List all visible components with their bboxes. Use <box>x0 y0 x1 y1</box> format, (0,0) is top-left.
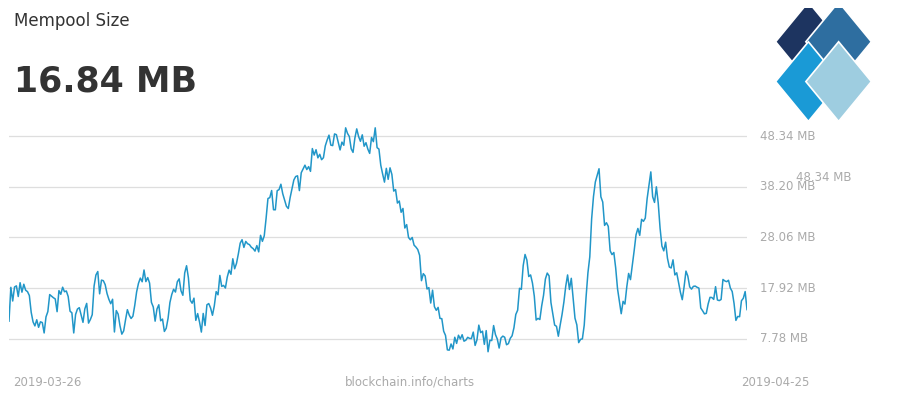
Text: 38.20 MB: 38.20 MB <box>760 180 816 193</box>
Polygon shape <box>776 42 842 121</box>
Polygon shape <box>776 2 842 81</box>
Text: Mempool Size: Mempool Size <box>14 12 129 30</box>
Text: 48.34 MB: 48.34 MB <box>796 171 851 184</box>
Text: 28.06 MB: 28.06 MB <box>760 231 816 244</box>
Polygon shape <box>806 2 871 81</box>
Text: 17.92 MB: 17.92 MB <box>760 282 816 295</box>
Polygon shape <box>806 42 871 121</box>
Text: 48.34 MB: 48.34 MB <box>760 130 816 143</box>
Text: blockchain.info/charts: blockchain.info/charts <box>345 376 474 389</box>
Text: 2019-03-26: 2019-03-26 <box>14 376 82 389</box>
Text: 7.78 MB: 7.78 MB <box>760 332 808 345</box>
Text: 2019-04-25: 2019-04-25 <box>742 376 810 389</box>
Text: 16.84 MB: 16.84 MB <box>14 64 196 98</box>
